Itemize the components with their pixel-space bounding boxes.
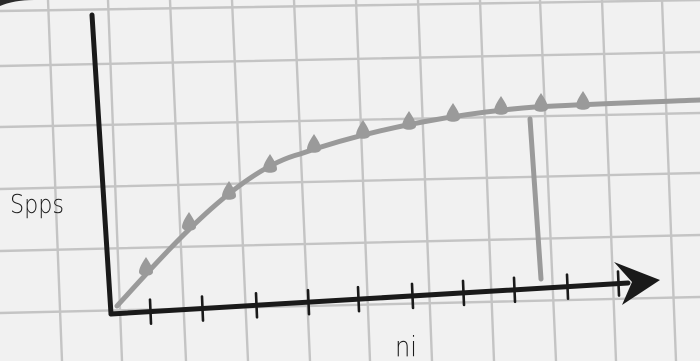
- grid-line: [478, 0, 496, 361]
- grid-line: [416, 0, 434, 361]
- curve-marker: [139, 257, 153, 276]
- x-axis-label: ni: [395, 330, 417, 361]
- grid-line: [0, 111, 700, 129]
- curve-marker: [576, 91, 590, 110]
- x-axis-tick: [148, 298, 153, 325]
- x-axis-line: [108, 280, 631, 317]
- curve-marker: [263, 154, 277, 173]
- curve-marker: [402, 111, 416, 130]
- y-axis-label: Spps: [10, 190, 64, 220]
- y-axis-line: [89, 12, 114, 317]
- curve-marker: [222, 181, 236, 200]
- curve-marker: [356, 120, 370, 139]
- curve-marker: [446, 103, 460, 122]
- grid-line: [46, 0, 64, 361]
- x-axis-tick: [410, 282, 415, 310]
- x-axis-tick: [616, 270, 621, 297]
- x-axis-tick: [306, 288, 311, 316]
- saturation-curve: [114, 97, 700, 309]
- x-axis-tick: [565, 273, 570, 300]
- x-axis-tick: [512, 276, 517, 304]
- x-axis-arrowhead: [614, 262, 660, 305]
- x-axis-tick: [356, 285, 361, 313]
- curve-marker: [182, 212, 196, 231]
- x-axis-tick: [461, 279, 466, 307]
- grid-line: [168, 0, 188, 361]
- axes: [89, 12, 631, 317]
- x-axis-tick: [200, 295, 205, 322]
- curve-marker: [494, 96, 508, 115]
- curve-marker: [307, 134, 321, 153]
- vertical-marker-line: [527, 116, 544, 282]
- x-axis-tick: [254, 292, 259, 319]
- grid-line: [600, 0, 618, 361]
- grid-line: [0, 50, 700, 68]
- curve-markers: [139, 91, 590, 276]
- grid-line: [0, 0, 700, 13]
- grid-line: [660, 0, 678, 361]
- curve-marker: [534, 93, 548, 112]
- corner-smudge: [0, 0, 34, 6]
- grid-line: [0, 233, 700, 253]
- grid-line: [0, 171, 700, 191]
- x-axis-ticks: [148, 270, 621, 325]
- grid-line: [0, 295, 700, 315]
